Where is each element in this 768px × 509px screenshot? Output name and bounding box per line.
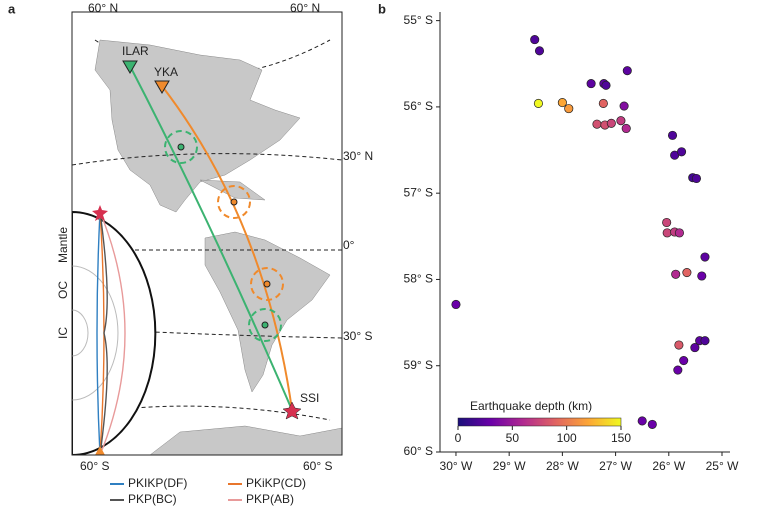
y-tick-label: 57° S xyxy=(404,185,433,199)
colorbar-tick-label: 50 xyxy=(506,431,520,445)
earthquake xyxy=(674,228,684,238)
x-tick-label: 30° W xyxy=(440,459,473,473)
earthquake xyxy=(616,116,626,126)
pierce-point xyxy=(261,321,269,329)
ray-path xyxy=(161,85,293,411)
x-tick-label: 27° W xyxy=(599,459,632,473)
map-label: SSI xyxy=(300,391,319,405)
earthquake xyxy=(530,35,540,45)
legend: PKIKP(DF) PKiKP(CD) PKP(BC) PKP(AB) xyxy=(110,476,306,506)
source xyxy=(282,401,302,420)
earthquake xyxy=(679,355,689,366)
map-label: YKA xyxy=(154,65,178,79)
pierce-zone xyxy=(164,130,198,164)
colorbar-tick-label: 150 xyxy=(611,431,631,445)
earthquake xyxy=(533,98,543,109)
earthquake xyxy=(564,104,574,114)
earthquake xyxy=(621,123,631,134)
station xyxy=(154,80,170,94)
earthquake xyxy=(700,252,710,262)
layer-label: IC xyxy=(56,327,70,339)
land xyxy=(204,231,331,393)
panel-label: b xyxy=(378,1,386,16)
y-tick-label: 56° S xyxy=(404,99,433,113)
earthquake xyxy=(700,336,710,346)
legend-label: PKiKP(CD) xyxy=(246,476,306,490)
x-tick-label: 28° W xyxy=(546,459,579,473)
y-tick-label: 55° S xyxy=(404,13,433,27)
earthquake xyxy=(622,66,632,76)
earthquake xyxy=(557,98,567,108)
latitude-line xyxy=(72,327,342,339)
layer-label: OC xyxy=(56,281,70,299)
map-label: 60° S xyxy=(303,459,332,473)
y-tick-label: 59° S xyxy=(404,358,433,372)
y-tick-label: 60° S xyxy=(404,444,433,458)
y-tick-label: 58° S xyxy=(404,272,433,286)
earthquake xyxy=(598,98,608,109)
pierce-point xyxy=(263,280,271,288)
core-boundary xyxy=(72,309,89,357)
land xyxy=(94,39,301,213)
x-tick-label: 26° W xyxy=(652,459,685,473)
map-label: 60° N xyxy=(290,1,320,15)
earthquake xyxy=(671,269,681,279)
legend-label: PKIKP(DF) xyxy=(128,476,187,490)
ray-path xyxy=(129,65,293,411)
x-tick-label: 25° W xyxy=(706,459,739,473)
ray-curves xyxy=(96,211,126,455)
map-label: 30° S xyxy=(343,329,372,343)
earthquake xyxy=(662,228,672,238)
map-label: ILAR xyxy=(122,44,149,58)
colorbar-tick-label: 0 xyxy=(455,431,462,445)
legend-label: PKP(AB) xyxy=(246,492,294,506)
source xyxy=(92,205,108,221)
layer-label: Mantle xyxy=(56,227,70,263)
pierce-point xyxy=(177,143,185,151)
earthquake xyxy=(697,271,707,281)
legend-label: PKP(BC) xyxy=(128,492,177,506)
core-boundary xyxy=(72,265,119,401)
earthquake xyxy=(674,340,684,350)
map-label: 30° N xyxy=(343,149,373,163)
earthquake xyxy=(667,130,678,140)
earthquake xyxy=(601,80,611,90)
earthquake xyxy=(647,419,657,429)
earthquake xyxy=(690,343,700,353)
earthquake xyxy=(592,119,602,129)
land xyxy=(149,425,342,455)
pierce-zone xyxy=(248,308,282,342)
pierce-point xyxy=(230,198,238,206)
latitude-line xyxy=(72,405,331,421)
earthquake xyxy=(673,365,683,375)
panel-label: a xyxy=(8,1,16,16)
station xyxy=(122,60,138,74)
earthquake xyxy=(606,118,616,128)
earthquake xyxy=(677,147,687,157)
map xyxy=(72,12,342,455)
pierce-zone xyxy=(250,267,284,301)
earthquake xyxy=(619,101,629,111)
colorbar xyxy=(457,417,622,427)
colorbar-tick-label: 100 xyxy=(557,431,577,445)
earthquake xyxy=(586,79,596,89)
earthquake xyxy=(682,267,692,278)
map-label: 60° N xyxy=(88,1,118,15)
latitude-line xyxy=(72,153,342,166)
pierce-zone xyxy=(217,185,251,219)
x-tick-label: 29° W xyxy=(493,459,526,473)
earthquake xyxy=(662,217,672,228)
station xyxy=(95,446,105,455)
map-label: 60° S xyxy=(80,459,109,473)
earthquake xyxy=(534,46,545,56)
colorbar-label: Earthquake depth (km) xyxy=(470,399,592,413)
map-label: 0° xyxy=(343,238,355,252)
map-frame xyxy=(71,11,343,456)
earthquake xyxy=(637,416,647,426)
earthquake xyxy=(691,173,702,184)
earthquake xyxy=(451,299,461,310)
